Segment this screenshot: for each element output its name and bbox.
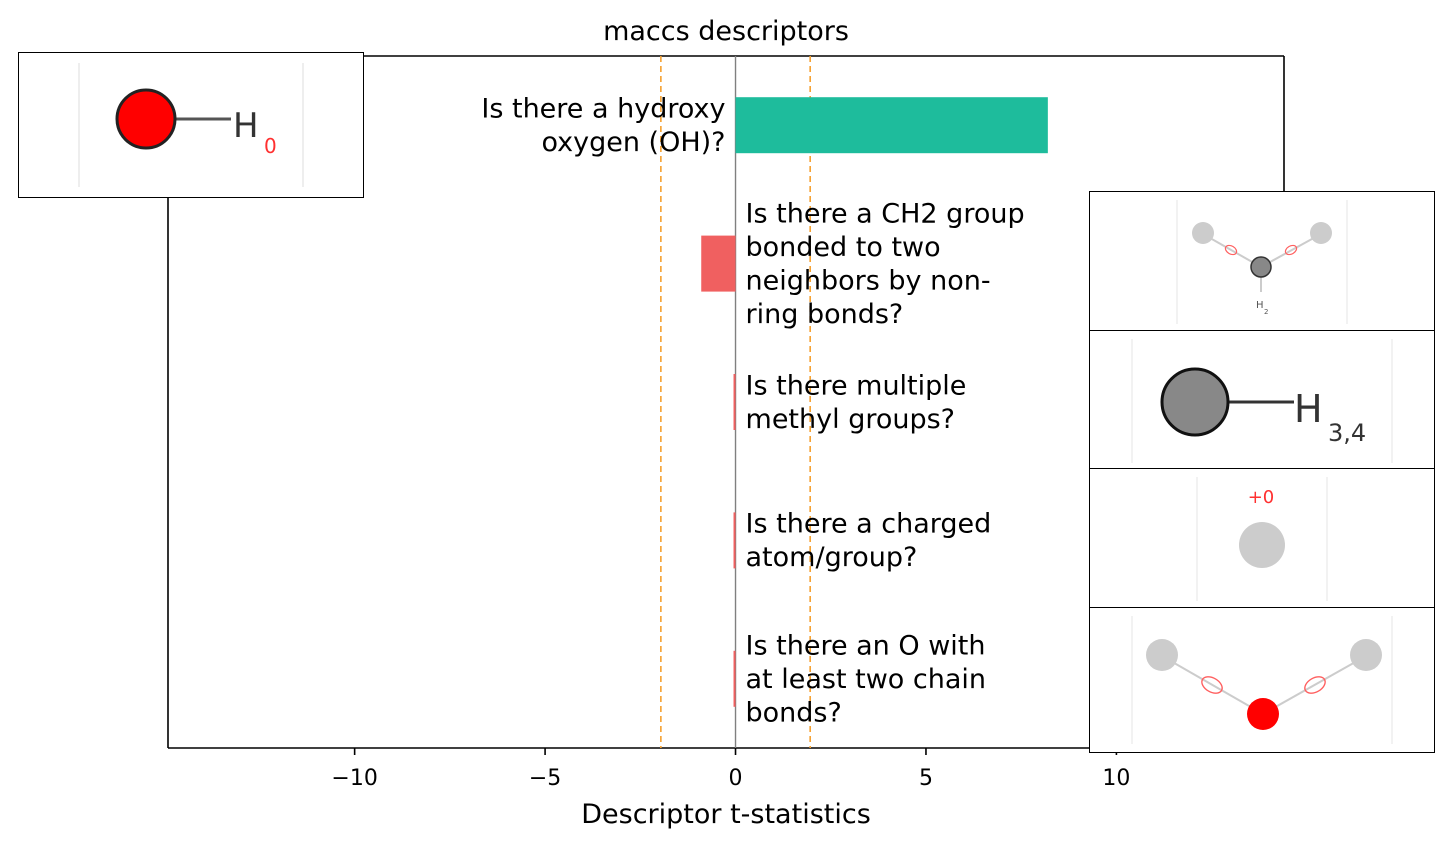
bar-label: neighbors by non-: [746, 265, 991, 296]
charged-atom-diagram: +0: [1196, 477, 1328, 601]
hydroxy-oxygen-diagram: H 0: [78, 63, 304, 187]
methyl-groups-diagram: H 3,4: [1131, 339, 1393, 463]
bar-label: Is there a charged: [746, 509, 992, 540]
hydroxy-oxygen-structure: H 0: [18, 52, 364, 198]
x-tick-label: 0: [729, 766, 743, 791]
neighbor-atom: [1350, 639, 1382, 671]
x-tick-label: −5: [529, 766, 561, 791]
hydrogen-count: 0: [264, 134, 277, 158]
hydrogen-count: 3,4: [1328, 419, 1366, 447]
charge-label: +0: [1248, 487, 1275, 508]
x-tick-label: −10: [331, 766, 377, 791]
ch2-group-diagram: H 2: [1176, 200, 1348, 324]
charged-atom: [1239, 522, 1285, 568]
chart-title: maccs descriptors: [603, 16, 849, 47]
bar-label: Is there multiple: [746, 370, 967, 401]
ch2-group-structure: H 2: [1089, 191, 1435, 332]
bar-label: Is there a CH2 group: [746, 198, 1025, 229]
bar-label: ring bonds?: [746, 299, 904, 330]
oxygen-atom: [1247, 698, 1279, 730]
bar: [701, 235, 736, 292]
bar-label: at least two chain: [746, 664, 987, 695]
hydrogen-label: H: [233, 106, 259, 146]
carbon-atom: [1160, 367, 1230, 437]
oxygen-atom: [115, 88, 177, 150]
bar-label: bonds?: [746, 697, 842, 728]
bar: [733, 512, 736, 569]
methyl-groups-structure: H 3,4: [1089, 330, 1435, 470]
bar-label: Is there a hydroxy: [481, 93, 725, 124]
chain-oxygen-diagram: [1131, 616, 1393, 744]
bar-label: Is there an O with: [746, 630, 986, 661]
chain-oxygen-structure: [1089, 607, 1435, 753]
carbon-atom: [1250, 256, 1272, 278]
bar-label: atom/group?: [746, 542, 918, 573]
neighbor-atom: [1146, 639, 1178, 671]
x-tick-label: 10: [1102, 766, 1130, 791]
hydrogen-label: H: [1256, 300, 1264, 311]
bar-label: oxygen (OH)?: [541, 127, 725, 158]
bar: [735, 97, 1048, 154]
x-axis-label: Descriptor t-statistics: [581, 799, 871, 830]
neighbor-atom: [1310, 222, 1332, 244]
bar: [733, 650, 736, 707]
hydrogen-count: 2: [1264, 308, 1268, 316]
bar-label: bonded to two: [746, 232, 941, 263]
hydrogen-label: H: [1294, 387, 1323, 431]
bar-label: methyl groups?: [746, 404, 956, 435]
bar: [733, 374, 736, 430]
charged-atom-structure: +0: [1089, 468, 1435, 609]
x-tick-label: 5: [919, 766, 933, 791]
neighbor-atom: [1192, 222, 1214, 244]
